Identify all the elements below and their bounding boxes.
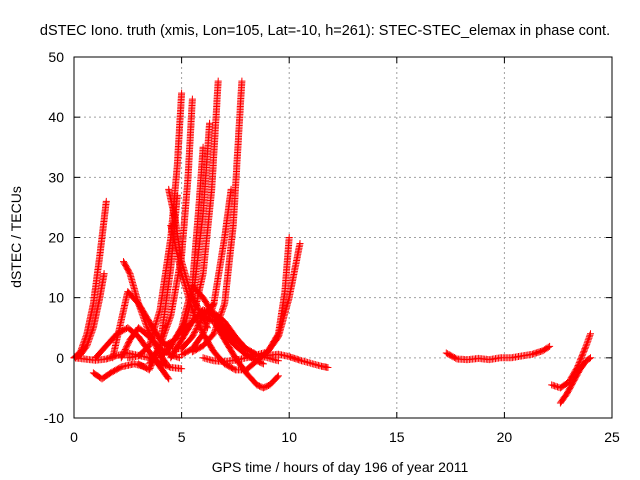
chart-title: dSTEC Iono. truth (xmis, Lon=105, Lat=-1…: [40, 23, 610, 39]
y-tick-label: 50: [48, 49, 64, 65]
y-tick-label: -10: [44, 410, 64, 426]
data-series: [556, 354, 594, 407]
plot-area: [70, 77, 594, 407]
data-point-markers: [199, 312, 282, 392]
y-tick-label: 10: [48, 290, 64, 306]
x-tick-label: 20: [497, 429, 513, 445]
x-tick-label: 10: [281, 429, 297, 445]
y-tick-label: 20: [48, 230, 64, 246]
data-series: [442, 342, 554, 364]
x-tick-label: 0: [70, 429, 78, 445]
x-tick-label: 15: [389, 429, 405, 445]
axis-ticks: 0 5 10 15 20 25 -10 0 10 20 30 40 50: [44, 49, 620, 445]
data-point-markers: [210, 309, 282, 365]
data-series: [210, 309, 282, 365]
data-series: [199, 312, 282, 392]
data-point-markers: [442, 342, 554, 364]
data-point-markers: [178, 185, 235, 359]
data-series: [188, 77, 246, 356]
x-tick-label: 5: [178, 429, 186, 445]
data-point-markers: [548, 330, 594, 392]
plot-frame: [73, 56, 613, 419]
x-axis-label: GPS time / hours of day 196 of year 2011: [212, 459, 469, 475]
x-tick-label: 25: [604, 429, 620, 445]
data-series: [548, 330, 594, 392]
data-point-markers: [188, 77, 246, 356]
y-tick-label: 40: [48, 109, 64, 125]
data-point-markers: [556, 354, 594, 407]
data-series: [178, 185, 235, 359]
y-axis-label: dSTEC / TECUs: [8, 186, 24, 288]
y-tick-label: 30: [48, 169, 64, 185]
y-tick-label: 0: [56, 350, 64, 366]
